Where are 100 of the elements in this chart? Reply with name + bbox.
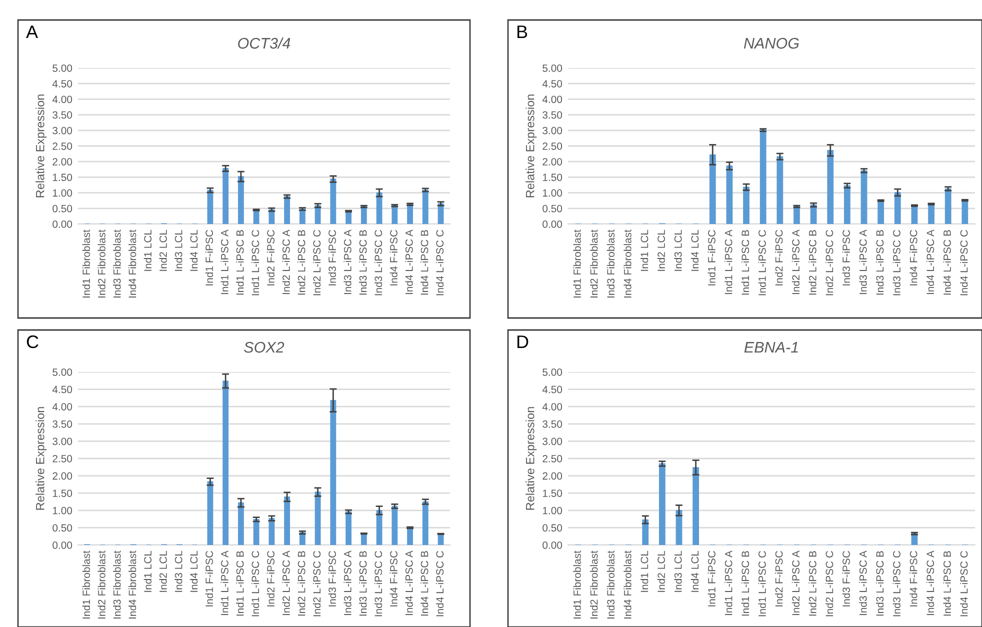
x-tick-label: Ind2 L-iPSC C bbox=[312, 550, 321, 616]
y-tick-label: 3.00 bbox=[542, 438, 562, 446]
y-tick-label: 2.50 bbox=[52, 142, 72, 150]
x-tick-label: Ind3 LCL bbox=[674, 550, 682, 592]
x-tick-label: Ind1 L-iPSC A bbox=[220, 230, 228, 294]
x-tick-label: Ind1 L-iPSC C bbox=[758, 550, 766, 616]
x-tick-label: Ind2 Fibroblast bbox=[590, 550, 598, 618]
x-tick-label: Ind3 L-iPSC C bbox=[374, 230, 382, 296]
x-tick-label: Ind4 F-iPSC bbox=[910, 230, 918, 286]
y-tick-label: 3.00 bbox=[52, 438, 72, 446]
x-tick-label: Ind1 F-iPSC bbox=[205, 550, 213, 606]
x-tick-label: Ind1 L-iPSC A bbox=[220, 550, 228, 616]
bar bbox=[314, 205, 321, 224]
y-axis-title: Relative Expression bbox=[36, 407, 47, 510]
bar bbox=[330, 400, 336, 545]
bar bbox=[392, 205, 398, 224]
x-tick-label: Ind1 Fibroblast bbox=[82, 550, 90, 618]
x-tick-label: Ind3 F-iPSC bbox=[842, 550, 850, 606]
x-tick-label: Ind4 Fibroblast bbox=[128, 230, 136, 298]
bar bbox=[878, 200, 884, 224]
x-tick-label: Ind4 L-iPSC C bbox=[436, 230, 444, 296]
x-tick-label: Ind3 L-iPSC C bbox=[892, 550, 900, 616]
x-tick-label: Ind3 F-iPSC bbox=[328, 550, 336, 606]
x-tick-label: Ind4 F-iPSC bbox=[910, 550, 918, 606]
x-tick-label: Ind3 L-iPSC C bbox=[892, 230, 900, 296]
bar bbox=[238, 502, 244, 545]
bar bbox=[709, 154, 716, 224]
x-tick-label: Ind3 Fibroblast bbox=[606, 550, 615, 618]
x-tick-label: Ind2 L-iPSC A bbox=[282, 230, 290, 294]
bar bbox=[726, 166, 733, 224]
x-tick-label: Ind3 L-iPSC A bbox=[859, 550, 867, 616]
y-tick-label: 1.00 bbox=[52, 506, 72, 514]
x-tick-label: Ind2 L-iPSC B bbox=[298, 551, 306, 616]
bar bbox=[360, 533, 367, 545]
text: D bbox=[517, 336, 528, 348]
x-tick-label: Ind2 LCL bbox=[657, 550, 665, 592]
x-tick-label: Ind4 L-iPSC B bbox=[943, 551, 951, 616]
y-tick-label: 0.00 bbox=[542, 220, 562, 228]
x-tick-label: Ind1 L-iPSC C bbox=[758, 230, 766, 296]
text: B bbox=[517, 26, 528, 38]
x-tick-label: Ind1 L-iPSC A bbox=[724, 550, 732, 616]
y-tick-label: 0.00 bbox=[542, 542, 562, 549]
x-tick-label: Ind1 F-iPSC bbox=[708, 230, 716, 286]
x-tick-label: Ind1 LCL bbox=[640, 230, 648, 271]
y-tick-label: 0.50 bbox=[542, 524, 562, 532]
x-tick-label: Ind1 LCL bbox=[640, 550, 648, 592]
y-tick-label: 3.50 bbox=[52, 420, 72, 428]
y-tick-label: 1.50 bbox=[542, 490, 562, 497]
x-tick-label: Ind4 L-iPSC B bbox=[420, 230, 428, 295]
x-tick-label: Ind2 F-iPSC bbox=[775, 550, 783, 606]
chart-title: SOX2 bbox=[244, 342, 284, 353]
x-tick-label: Ind1 F-iPSC bbox=[708, 550, 716, 606]
y-tick-label: 5.00 bbox=[542, 64, 562, 72]
x-tick-label: Ind1 LCL bbox=[144, 550, 152, 592]
y-tick-label: 0.50 bbox=[542, 204, 562, 212]
chart-title: NANOG bbox=[744, 38, 799, 49]
x-tick-label: Ind3 Fibroblast bbox=[113, 550, 121, 618]
bar bbox=[642, 519, 649, 545]
x-tick-label: Ind4 Fibroblast bbox=[624, 550, 632, 618]
x-tick-label: Ind2 L-iPSC B bbox=[808, 551, 816, 616]
x-tick-label: Ind1 L-iPSC B bbox=[741, 230, 750, 295]
y-tick-label: 4.50 bbox=[542, 80, 562, 88]
x-tick-label: Ind1 L-iPSC B bbox=[236, 230, 244, 295]
bar bbox=[284, 496, 290, 545]
x-tick-label: Ind4 LCL bbox=[190, 230, 198, 271]
bar bbox=[207, 190, 214, 224]
x-tick-label: Ind3 L-iPSC A bbox=[859, 230, 867, 294]
y-tick-label: 4.50 bbox=[542, 386, 562, 394]
bar bbox=[776, 156, 784, 224]
x-tick-label: Ind2 LCL bbox=[159, 230, 167, 271]
x-tick-label: Ind1 L-iPSC B bbox=[741, 551, 750, 616]
text: A bbox=[26, 26, 38, 38]
x-tick-label: Ind4 Fibroblast bbox=[128, 550, 136, 618]
bar bbox=[392, 506, 398, 545]
bar bbox=[268, 518, 275, 545]
y-tick-label: 1.00 bbox=[542, 506, 562, 514]
x-tick-label: Ind1 F-iPSC bbox=[205, 230, 213, 286]
bar bbox=[827, 150, 834, 224]
x-tick-label: Ind3 L-iPSC A bbox=[344, 230, 352, 294]
x-tick-label: Ind4 Fibroblast bbox=[624, 230, 632, 298]
y-tick-label: 2.50 bbox=[542, 455, 562, 462]
x-tick-label: Ind3 L-iPSC C bbox=[374, 550, 382, 616]
y-tick-label: 0.00 bbox=[52, 542, 72, 549]
x-tick-label: Ind1 Fibroblast bbox=[82, 230, 90, 298]
bar bbox=[928, 204, 934, 224]
bar bbox=[944, 188, 952, 224]
x-tick-label: Ind1 L-iPSC B bbox=[236, 551, 244, 616]
bar bbox=[314, 492, 321, 545]
x-tick-label: Ind2 Fibroblast bbox=[590, 230, 598, 298]
y-axis-title: Relative Expression bbox=[526, 94, 537, 198]
bar bbox=[284, 196, 290, 224]
y-tick-label: 0.50 bbox=[52, 204, 72, 212]
y-tick-label: 2.00 bbox=[542, 472, 562, 480]
x-tick-label: Ind2 L-iPSC A bbox=[792, 230, 800, 294]
x-tick-label: Ind3 Fibroblast bbox=[113, 230, 121, 298]
bar bbox=[253, 518, 260, 545]
y-tick-label: 1.50 bbox=[52, 490, 72, 497]
y-tick-label: 2.50 bbox=[542, 142, 562, 150]
bar bbox=[844, 185, 850, 224]
x-tick-label: Ind2 L-iPSC B bbox=[298, 230, 306, 295]
